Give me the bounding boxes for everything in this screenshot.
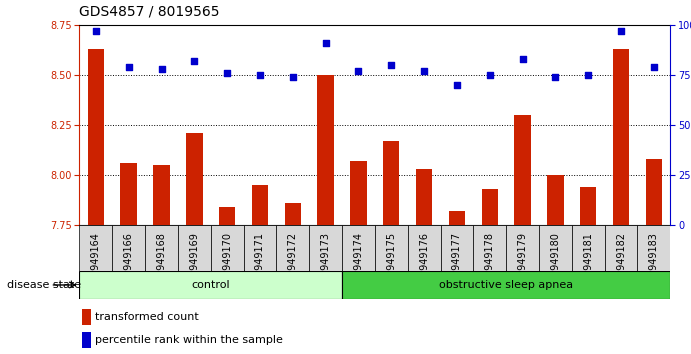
Bar: [605, 225, 637, 271]
Bar: [285, 203, 301, 225]
Point: [583, 72, 594, 78]
Bar: [645, 159, 662, 225]
Bar: [506, 225, 539, 271]
Text: GSM949177: GSM949177: [452, 232, 462, 291]
Bar: [309, 225, 342, 271]
Bar: [82, 309, 91, 325]
Bar: [79, 225, 112, 271]
Text: GSM949176: GSM949176: [419, 232, 429, 291]
Text: GSM949171: GSM949171: [255, 232, 265, 291]
Point: [616, 28, 627, 34]
Text: GSM949183: GSM949183: [649, 232, 659, 291]
Point: [648, 64, 659, 70]
Text: GSM949174: GSM949174: [354, 232, 363, 291]
Text: GSM949181: GSM949181: [583, 232, 593, 291]
Point: [419, 68, 430, 74]
Text: GSM949172: GSM949172: [288, 232, 298, 291]
Bar: [440, 225, 473, 271]
Bar: [88, 49, 104, 225]
Point: [123, 64, 134, 70]
Point: [189, 58, 200, 64]
Bar: [416, 169, 433, 225]
Text: GDS4857 / 8019565: GDS4857 / 8019565: [79, 4, 220, 18]
Point: [386, 62, 397, 68]
Bar: [375, 225, 408, 271]
Point: [91, 28, 102, 34]
Bar: [580, 187, 596, 225]
Bar: [276, 225, 309, 271]
Bar: [145, 225, 178, 271]
Bar: [448, 211, 465, 225]
Text: disease state: disease state: [7, 280, 81, 290]
Point: [353, 68, 364, 74]
Bar: [82, 332, 91, 348]
Bar: [637, 225, 670, 271]
Text: GSM949170: GSM949170: [223, 232, 232, 291]
Bar: [473, 225, 506, 271]
Bar: [547, 175, 564, 225]
Bar: [342, 271, 670, 299]
Bar: [383, 141, 399, 225]
Point: [517, 56, 528, 62]
Text: GSM949178: GSM949178: [485, 232, 495, 291]
Bar: [219, 207, 236, 225]
Bar: [112, 225, 145, 271]
Point: [222, 70, 233, 76]
Point: [550, 74, 561, 80]
Bar: [539, 225, 571, 271]
Text: percentile rank within the sample: percentile rank within the sample: [95, 335, 283, 346]
Text: GSM949179: GSM949179: [518, 232, 527, 291]
Bar: [79, 271, 342, 299]
Bar: [514, 115, 531, 225]
Text: GSM949166: GSM949166: [124, 232, 133, 291]
Bar: [153, 165, 170, 225]
Point: [484, 72, 495, 78]
Bar: [571, 225, 605, 271]
Text: GSM949182: GSM949182: [616, 232, 626, 291]
Text: GSM949180: GSM949180: [551, 232, 560, 291]
Bar: [408, 225, 440, 271]
Text: GSM949164: GSM949164: [91, 232, 101, 291]
Text: GSM949169: GSM949169: [189, 232, 199, 291]
Point: [320, 40, 331, 46]
Text: GSM949168: GSM949168: [157, 232, 167, 291]
Point: [287, 74, 299, 80]
Text: GSM949173: GSM949173: [321, 232, 330, 291]
Bar: [350, 161, 367, 225]
Point: [451, 82, 462, 88]
Bar: [120, 163, 137, 225]
Bar: [342, 225, 375, 271]
Bar: [252, 185, 268, 225]
Bar: [317, 75, 334, 225]
Text: control: control: [191, 280, 230, 290]
Bar: [482, 189, 498, 225]
Bar: [178, 225, 211, 271]
Bar: [613, 49, 630, 225]
Text: GSM949175: GSM949175: [386, 232, 396, 291]
Bar: [243, 225, 276, 271]
Bar: [211, 225, 243, 271]
Text: obstructive sleep apnea: obstructive sleep apnea: [439, 280, 574, 290]
Text: transformed count: transformed count: [95, 312, 199, 322]
Point: [254, 72, 265, 78]
Point: [156, 66, 167, 72]
Bar: [186, 133, 202, 225]
